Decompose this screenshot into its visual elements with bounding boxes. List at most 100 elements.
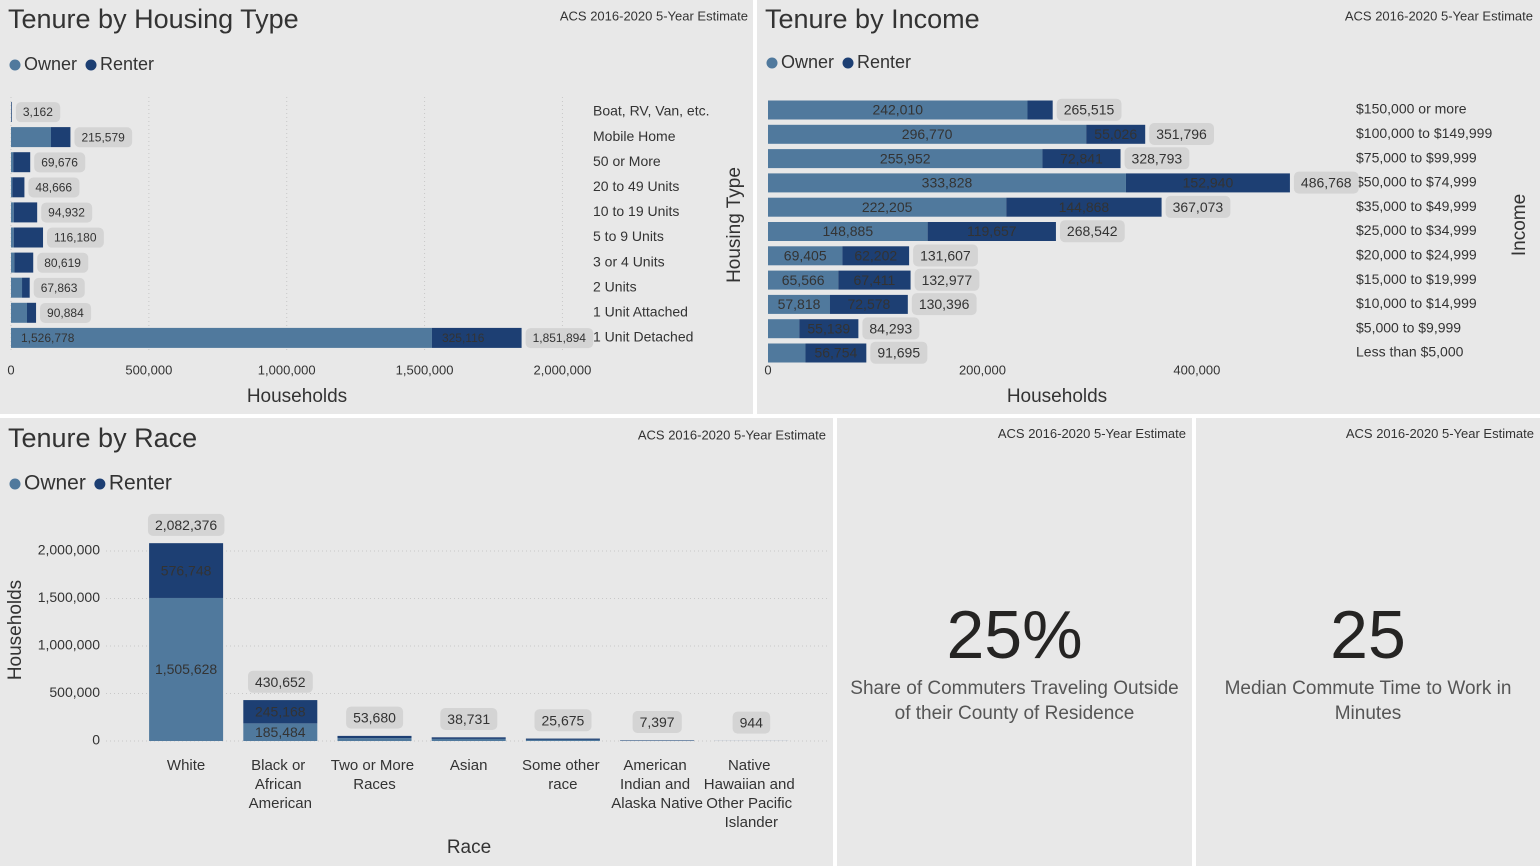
- total-label: 328,793: [1132, 150, 1183, 166]
- bar-segment: [805, 343, 867, 363]
- category-label: $15,000 to $19,999: [1356, 271, 1477, 287]
- total-label: 132,977: [922, 272, 973, 288]
- bar-segment: [11, 202, 14, 223]
- total-label: 3,162: [23, 105, 53, 119]
- total-label-bg: [247, 670, 313, 693]
- bar-segment: [11, 252, 15, 273]
- bar-segment: [768, 149, 1043, 169]
- y-tick-label: 2,000,000: [38, 542, 100, 558]
- y-axis-title: Housing Type: [724, 167, 745, 283]
- kpi-card: ACS 2016-2020 5-Year Estimate 25 Median …: [1196, 418, 1540, 866]
- card-label: Share of Commuters Traveling Outside of …: [850, 678, 1179, 724]
- total-label: 69,676: [41, 155, 78, 169]
- bar-segment: [1042, 149, 1121, 169]
- legend-label: Owner: [24, 472, 86, 495]
- bar-segment: [22, 277, 30, 298]
- bar-segment: [13, 227, 44, 248]
- bar-segment: [50, 127, 71, 148]
- x-tick-label: 0: [7, 362, 14, 377]
- segment-label: 222,205: [862, 199, 913, 215]
- x-tick-label: 500,000: [125, 362, 172, 377]
- total-label: 53,680: [353, 710, 396, 726]
- total-label-bg: [147, 513, 225, 536]
- bar-segment: [1125, 173, 1290, 193]
- bar-segment: [149, 597, 224, 741]
- category-label: Mobile Home: [593, 128, 676, 144]
- card-note: ACS 2016-2020 5-Year Estimate: [997, 426, 1186, 441]
- segment-label: 119,657: [967, 223, 1017, 239]
- total-label-bg: [15, 102, 61, 123]
- total-label: 116,180: [54, 231, 97, 245]
- segment-label: 245,168: [255, 703, 306, 719]
- y-axis-title: Households: [5, 580, 26, 680]
- x-axis-title: Households: [1007, 386, 1107, 407]
- total-label-bg: [1293, 171, 1359, 194]
- category-label: Asian: [450, 757, 488, 774]
- y-axis-title: Income: [1509, 194, 1530, 256]
- x-tick-label: 200,000: [959, 362, 1006, 377]
- segment-label: 242,010: [872, 102, 923, 118]
- bar-segment: [11, 152, 14, 173]
- total-label: 215,579: [81, 130, 125, 144]
- legend-label: Owner: [781, 52, 834, 72]
- total-label: 91,695: [877, 345, 920, 361]
- total-label: 130,396: [919, 296, 970, 312]
- chart-title: Tenure by Race: [8, 423, 197, 453]
- total-label: 80,619: [44, 256, 81, 270]
- segment-label: 67,411: [854, 272, 896, 288]
- category-label: $100,000 to $149,999: [1356, 125, 1492, 141]
- legend-marker: [9, 59, 21, 71]
- total-label-bg: [870, 341, 928, 364]
- bar-segment: [11, 127, 51, 148]
- card-value: 25: [1330, 597, 1406, 673]
- total-label: 48,666: [35, 180, 72, 194]
- total-label-bg: [33, 277, 85, 298]
- legend-marker: [766, 57, 778, 69]
- segment-label: 65,566: [782, 272, 825, 288]
- chart-note: ACS 2016-2020 5-Year Estimate: [1345, 8, 1533, 23]
- bar-segment: [26, 302, 37, 323]
- bar-segment: [525, 739, 600, 741]
- category-label: 50 or More: [593, 153, 661, 169]
- chart-note: ACS 2016-2020 5-Year Estimate: [638, 427, 826, 442]
- bar-segment: [768, 270, 839, 290]
- total-label: 944: [740, 715, 764, 731]
- total-label-bg: [346, 706, 404, 729]
- total-label-bg: [1165, 195, 1231, 218]
- segment-label: 62,202: [854, 248, 897, 264]
- total-label: 90,884: [47, 306, 84, 320]
- total-label: 268,542: [1067, 223, 1118, 239]
- x-tick-label: 400,000: [1173, 362, 1220, 377]
- category-label: Some other race: [522, 757, 604, 793]
- total-label-bg: [34, 152, 86, 173]
- x-tick-label: 1,000,000: [258, 362, 316, 377]
- chart-note: ACS 2016-2020 5-Year Estimate: [560, 8, 748, 23]
- bar-segment: [11, 227, 14, 248]
- category-label: Two or More Races: [331, 757, 419, 793]
- total-label-bg: [440, 708, 498, 731]
- chart-title: Tenure by Housing Type: [8, 4, 299, 34]
- total-label: 430,652: [255, 674, 306, 690]
- bar-segment: [243, 723, 318, 741]
- segment-label: 325,116: [442, 331, 485, 345]
- bar-segment: [525, 738, 600, 740]
- bar-segment: [768, 173, 1126, 193]
- kpi-card: ACS 2016-2020 5-Year Estimate 25% Share …: [837, 418, 1192, 866]
- segment-label: 72,578: [847, 296, 890, 312]
- category-label: Less than $5,000: [1356, 344, 1464, 360]
- category-label: $5,000 to $9,999: [1356, 319, 1461, 335]
- total-label-bg: [28, 177, 80, 198]
- legend-label: Renter: [100, 54, 154, 74]
- category-label: $75,000 to $99,999: [1356, 149, 1477, 165]
- segment-label: 69,405: [784, 248, 827, 264]
- legend-label: Renter: [109, 472, 172, 495]
- total-label-bg: [1124, 147, 1190, 170]
- category-label: 20 to 49 Units: [593, 178, 679, 194]
- card-label: Median Commute Time to Work in Minutes: [1224, 678, 1512, 724]
- bar-segment: [14, 252, 34, 273]
- category-label: $50,000 to $74,999: [1356, 174, 1477, 190]
- bar-segment: [768, 222, 928, 241]
- panel: [837, 418, 1192, 866]
- bar-segment: [927, 222, 1056, 241]
